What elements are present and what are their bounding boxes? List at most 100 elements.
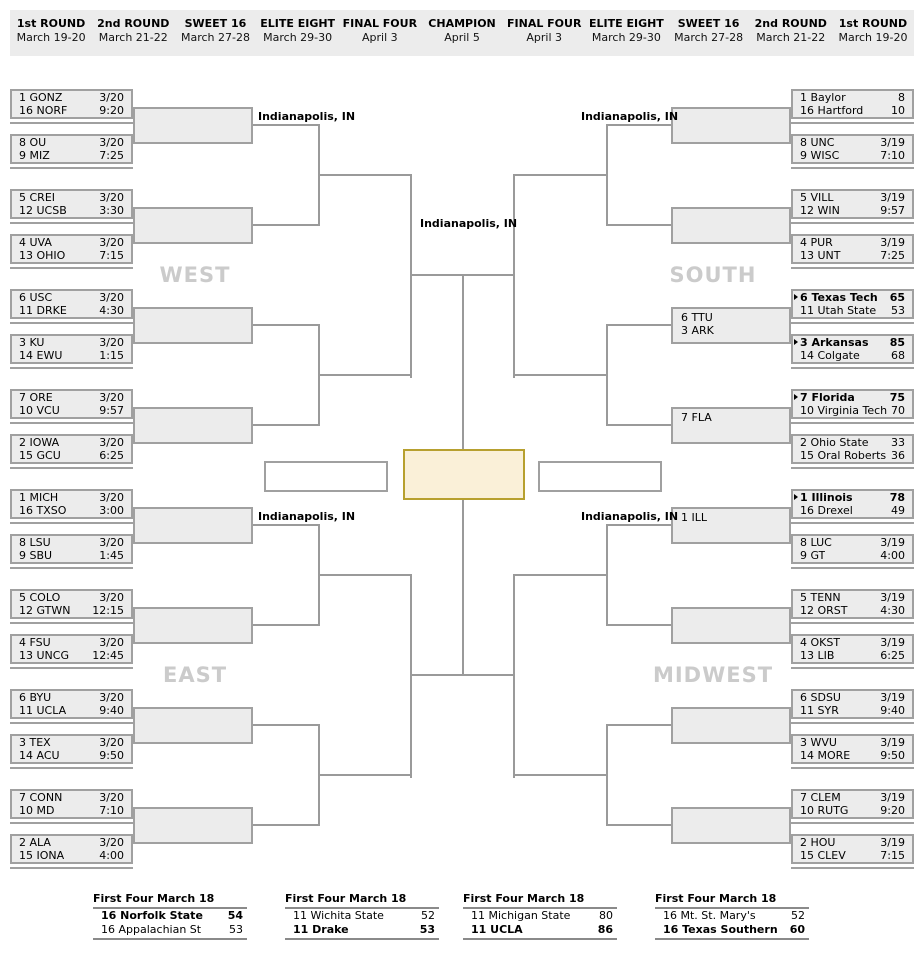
- round2-box[interactable]: [133, 107, 253, 144]
- team-row[interactable]: 2 Ohio State 33: [793, 436, 912, 449]
- team-row[interactable]: 16 NORF 9:20: [12, 104, 131, 117]
- team-row[interactable]: 5 TENN 3/19: [793, 591, 912, 604]
- team-row[interactable]: 15 IONA 4:00: [12, 849, 131, 862]
- team-row[interactable]: 12 WIN 9:57: [793, 204, 912, 217]
- team-name: 3 TEX: [19, 736, 51, 749]
- team-row[interactable]: 12 ORST 4:30: [793, 604, 912, 617]
- team-row[interactable]: 1 Baylor 8: [793, 91, 912, 104]
- team-row[interactable]: 6 USC 3/20: [12, 291, 131, 304]
- team-row[interactable]: 13 UNT 7:25: [793, 249, 912, 262]
- team-row[interactable]: 10 RUTG 9:20: [793, 804, 912, 817]
- team-row[interactable]: 11 Michigan State 80: [463, 909, 617, 923]
- team-row[interactable]: 7 ORE 3/20: [12, 391, 131, 404]
- team-row[interactable]: 16 Texas Southern 60: [655, 923, 809, 937]
- team-row[interactable]: 16 Norfolk State 54: [93, 909, 247, 923]
- team-row[interactable]: 11 UCLA 86: [463, 923, 617, 937]
- team-row[interactable]: 12 UCSB 3:30: [12, 204, 131, 217]
- round2-box[interactable]: [671, 107, 791, 144]
- team-row[interactable]: 9 MIZ 7:25: [12, 149, 131, 162]
- team-row[interactable]: 8 LUC 3/19: [793, 536, 912, 549]
- team-row[interactable]: 9 GT 4:00: [793, 549, 912, 562]
- team-row[interactable]: 11 SYR 9:40: [793, 704, 912, 717]
- round2-team: [681, 424, 789, 437]
- team-row[interactable]: 15 CLEV 7:15: [793, 849, 912, 862]
- team-row[interactable]: 13 LIB 6:25: [793, 649, 912, 662]
- team-row[interactable]: 2 IOWA 3/20: [12, 436, 131, 449]
- round2-box[interactable]: [671, 807, 791, 844]
- game-box: 4 FSU 3/20 13 UNCG 12:45: [10, 634, 133, 664]
- game-box: 3 Arkansas 85 14 Colgate 68: [791, 334, 914, 364]
- team-row[interactable]: 10 MD 7:10: [12, 804, 131, 817]
- team-name: 10 MD: [19, 804, 55, 817]
- team-row[interactable]: 11 Utah State 53: [793, 304, 912, 317]
- final-four-winner-box[interactable]: [538, 461, 662, 492]
- round2-box[interactable]: [133, 307, 253, 344]
- round2-box[interactable]: 1 ILL: [671, 507, 791, 544]
- team-row[interactable]: 11 Drake 53: [285, 923, 439, 937]
- team-info: 53: [891, 304, 905, 317]
- team-row[interactable]: 13 UNCG 12:45: [12, 649, 131, 662]
- team-row[interactable]: 3 TEX 3/20: [12, 736, 131, 749]
- team-row[interactable]: 7 CLEM 3/19: [793, 791, 912, 804]
- team-row[interactable]: 3 KU 3/20: [12, 336, 131, 349]
- team-row[interactable]: 11 DRKE 4:30: [12, 304, 131, 317]
- round2-box[interactable]: [133, 207, 253, 244]
- team-row[interactable]: 16 Drexel 49: [793, 504, 912, 517]
- team-row[interactable]: 14 ACU 9:50: [12, 749, 131, 762]
- team-row[interactable]: 7 CONN 3/20: [12, 791, 131, 804]
- team-row[interactable]: 5 CREI 3/20: [12, 191, 131, 204]
- team-row[interactable]: 6 SDSU 3/19: [793, 691, 912, 704]
- team-row[interactable]: 8 OU 3/20: [12, 136, 131, 149]
- round2-box[interactable]: [133, 607, 253, 644]
- team-row[interactable]: 4 OKST 3/19: [793, 636, 912, 649]
- team-row[interactable]: 3 Arkansas 85: [793, 336, 912, 349]
- team-row[interactable]: 15 GCU 6:25: [12, 449, 131, 462]
- team-row[interactable]: 1 GONZ 3/20: [12, 91, 131, 104]
- round2-box[interactable]: [671, 707, 791, 744]
- team-row[interactable]: 16 TXSO 3:00: [12, 504, 131, 517]
- round2-box[interactable]: [133, 707, 253, 744]
- team-row[interactable]: 3 WVU 3/19: [793, 736, 912, 749]
- team-row[interactable]: 6 Texas Tech 65: [793, 291, 912, 304]
- round2-team: [681, 524, 789, 537]
- team-row[interactable]: 4 PUR 3/19: [793, 236, 912, 249]
- team-row[interactable]: 16 Hartford 10: [793, 104, 912, 117]
- final-four-winner-box[interactable]: [264, 461, 388, 492]
- round2-box[interactable]: [133, 507, 253, 544]
- round2-box[interactable]: 7 FLA: [671, 407, 791, 444]
- team-row[interactable]: 14 MORE 9:50: [793, 749, 912, 762]
- team-row[interactable]: 11 Wichita State 52: [285, 909, 439, 923]
- team-row[interactable]: 7 Florida 75: [793, 391, 912, 404]
- team-row[interactable]: 1 MICH 3/20: [12, 491, 131, 504]
- round2-box[interactable]: [671, 607, 791, 644]
- round2-box[interactable]: [133, 407, 253, 444]
- round2-box[interactable]: 6 TTU 3 ARK: [671, 307, 791, 344]
- team-row[interactable]: 9 SBU 1:45: [12, 549, 131, 562]
- team-row[interactable]: 14 Colgate 68: [793, 349, 912, 362]
- team-row[interactable]: 5 VILL 3/19: [793, 191, 912, 204]
- game-box: 5 TENN 3/19 12 ORST 4:30: [791, 589, 914, 619]
- team-row[interactable]: 16 Appalachian St 53: [93, 923, 247, 937]
- team-row[interactable]: 14 EWU 1:15: [12, 349, 131, 362]
- round2-box[interactable]: [671, 207, 791, 244]
- team-row[interactable]: 8 LSU 3/20: [12, 536, 131, 549]
- team-row[interactable]: 13 OHIO 7:15: [12, 249, 131, 262]
- team-row[interactable]: 10 VCU 9:57: [12, 404, 131, 417]
- team-row[interactable]: 4 FSU 3/20: [12, 636, 131, 649]
- team-row[interactable]: 16 Mt. St. Mary's 52: [655, 909, 809, 923]
- team-row[interactable]: 8 UNC 3/19: [793, 136, 912, 149]
- team-row[interactable]: 10 Virginia Tech 70: [793, 404, 912, 417]
- team-name: 16 Mt. St. Mary's: [663, 909, 756, 922]
- team-row[interactable]: 9 WISC 7:10: [793, 149, 912, 162]
- team-row[interactable]: 1 Illinois 78: [793, 491, 912, 504]
- team-row[interactable]: 2 HOU 3/19: [793, 836, 912, 849]
- champion-box[interactable]: [403, 449, 525, 500]
- team-row[interactable]: 5 COLO 3/20: [12, 591, 131, 604]
- team-row[interactable]: 12 GTWN 12:15: [12, 604, 131, 617]
- team-row[interactable]: 15 Oral Roberts 36: [793, 449, 912, 462]
- team-row[interactable]: 11 UCLA 9:40: [12, 704, 131, 717]
- round2-box[interactable]: [133, 807, 253, 844]
- team-row[interactable]: 4 UVA 3/20: [12, 236, 131, 249]
- team-row[interactable]: 2 ALA 3/20: [12, 836, 131, 849]
- team-row[interactable]: 6 BYU 3/20: [12, 691, 131, 704]
